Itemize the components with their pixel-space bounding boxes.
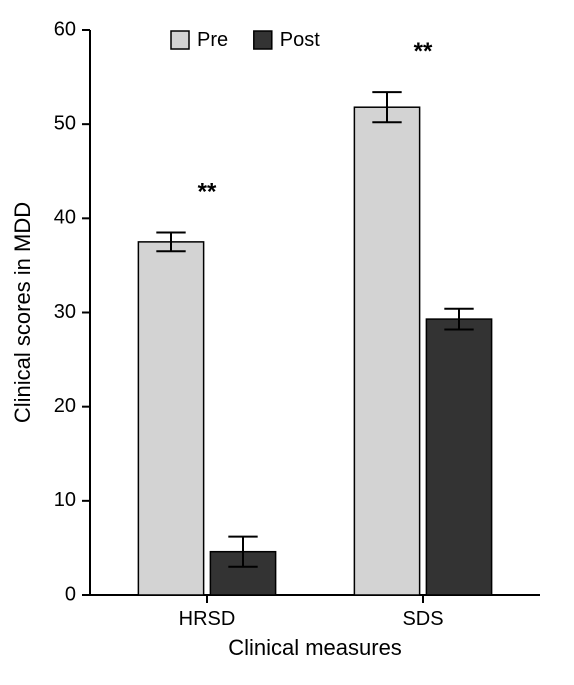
y-tick-label: 10	[54, 489, 76, 511]
significance-marker: **	[414, 38, 433, 65]
y-tick-label: 0	[65, 583, 76, 605]
y-tick-label: 60	[54, 18, 76, 40]
y-axis-label: Clinical scores in MDD	[10, 202, 35, 423]
bar	[354, 107, 419, 595]
bar-chart: 0 10 20 30 40 50 60 HRSD ** SDS ** Clinical measure…	[0, 0, 574, 685]
legend-swatch	[254, 31, 272, 49]
y-tick-label: 40	[54, 207, 76, 229]
x-axis-label: Clinical measures	[228, 635, 402, 660]
significance-marker: **	[198, 179, 217, 206]
legend-label: Pre	[197, 29, 228, 51]
bar	[138, 242, 203, 595]
y-tick-label: 30	[54, 301, 76, 323]
chart-container: 0 10 20 30 40 50 60 HRSD ** SDS ** Clinical measure…	[0, 0, 574, 685]
legend-label: Post	[280, 29, 320, 51]
x-tick-label: HRSD	[179, 608, 236, 630]
legend-swatch	[171, 31, 189, 49]
x-tick-label: SDS	[402, 608, 443, 630]
y-tick-label: 50	[54, 112, 76, 134]
y-tick-label: 20	[54, 395, 76, 417]
bar	[426, 319, 491, 595]
